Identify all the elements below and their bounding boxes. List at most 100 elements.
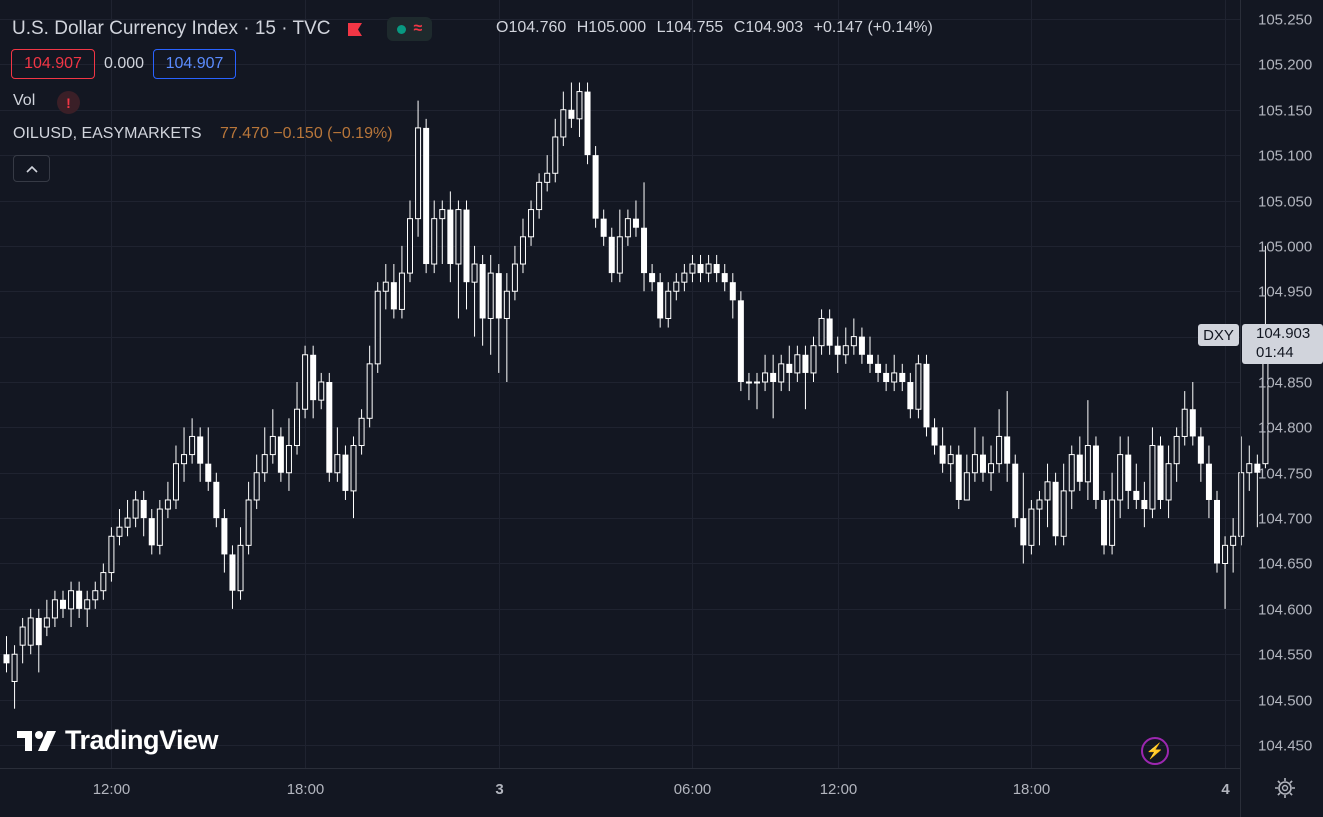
candle-body-down <box>979 454 986 473</box>
candle-body-down <box>447 209 454 265</box>
candle-body-up <box>116 526 123 537</box>
gear-icon[interactable] <box>1273 776 1297 800</box>
candle <box>1004 391 1011 482</box>
price-tick-label: 104.950 <box>1258 284 1312 301</box>
symbol-legend[interactable]: U.S. Dollar Currency Index · 15 · TVC ≈ <box>12 14 433 44</box>
candle-body-up <box>156 508 163 546</box>
candle <box>649 264 656 292</box>
candle <box>92 581 99 609</box>
lightning-icon[interactable]: ⚡ <box>1141 737 1169 765</box>
candle-body-up <box>253 472 260 501</box>
candle-body-down <box>955 454 962 500</box>
candle <box>374 282 381 373</box>
candle <box>35 608 42 673</box>
candle-layer <box>3 82 1269 709</box>
candle-body-up <box>842 345 849 356</box>
candle-body-down <box>1214 499 1220 564</box>
compare-symbol-legend[interactable]: OILUSD, EASYMARKETS 77.470 −0.150 (−0.19… <box>13 125 393 143</box>
symbol-title[interactable]: U.S. Dollar Currency Index · 15 · TVC <box>12 18 331 39</box>
candle <box>132 490 139 528</box>
candle-body-down <box>786 363 793 373</box>
candle <box>1222 536 1229 609</box>
candle <box>1173 427 1180 482</box>
candle <box>1254 454 1261 528</box>
candle-body-down <box>205 463 212 482</box>
candle <box>205 427 212 491</box>
candle-body-up <box>189 435 196 456</box>
candle-body-down <box>479 264 486 319</box>
candle-body-down <box>463 209 470 283</box>
collapse-legend-button[interactable] <box>13 155 50 182</box>
candle-body-down <box>1101 499 1108 546</box>
candle-body-down <box>1052 481 1059 537</box>
time-tick-label: 18:00 <box>1013 781 1051 798</box>
candle-body-down <box>59 599 66 609</box>
price-tick-label: 104.650 <box>1258 556 1312 573</box>
price-tick-label: 105.250 <box>1258 12 1312 29</box>
candle-body-down <box>802 354 809 373</box>
price-tick-label: 104.550 <box>1258 647 1312 664</box>
candle <box>988 445 995 491</box>
candle <box>1230 518 1237 573</box>
candle-body-down <box>770 372 777 382</box>
candle <box>971 427 978 482</box>
candle <box>931 418 938 455</box>
candle <box>1092 436 1099 510</box>
candle <box>19 617 26 664</box>
candle-body-up <box>947 454 954 465</box>
candle-body-down <box>584 91 591 156</box>
candle <box>842 327 849 364</box>
candle-body-down <box>899 372 906 382</box>
tradingview-logo[interactable]: TradingView <box>17 725 219 756</box>
candle-body-down <box>310 354 317 401</box>
market-status-pill[interactable]: ≈ <box>386 17 433 41</box>
candle-body-up <box>915 363 922 410</box>
candle <box>43 599 50 637</box>
price-tick-label: 105.150 <box>1258 103 1312 120</box>
candle <box>164 481 171 519</box>
candle <box>568 82 575 128</box>
candle <box>366 345 373 428</box>
candle <box>1060 463 1067 546</box>
candle-body-down <box>875 363 882 373</box>
tradingview-logo-text: TradingView <box>65 725 219 755</box>
candle <box>1020 472 1027 564</box>
candle <box>665 282 672 328</box>
sell-price-button[interactable]: 104.907 <box>11 49 95 79</box>
candle-body-up <box>1028 508 1035 546</box>
candle-body-up <box>996 435 1003 465</box>
volume-label[interactable]: Vol <box>13 92 36 109</box>
candle-body-down <box>1157 445 1164 500</box>
candle <box>616 209 623 283</box>
price-tick-label: 104.600 <box>1258 602 1312 619</box>
candle-body-down <box>495 273 502 319</box>
candle <box>181 427 188 482</box>
candle-body-up <box>431 218 438 265</box>
candle <box>140 490 147 537</box>
candle-body-down <box>657 282 664 319</box>
candle-body-up <box>487 272 494 319</box>
candle <box>27 608 34 655</box>
candle <box>794 345 801 382</box>
candle-body-up <box>11 653 18 682</box>
candle <box>818 309 825 355</box>
candle-body-up <box>1173 435 1180 465</box>
candle <box>471 245 478 337</box>
candle-body-up <box>439 209 446 220</box>
buy-price-button[interactable]: 104.907 <box>153 49 236 79</box>
candle <box>560 91 567 147</box>
candle <box>810 336 817 382</box>
price-tick-label: 104.700 <box>1258 511 1312 528</box>
candle <box>415 100 422 237</box>
candle-body-up <box>689 263 696 274</box>
candle-body-down <box>649 273 656 283</box>
candle-body-down <box>213 481 220 519</box>
candle <box>68 581 75 628</box>
warning-icon[interactable]: ! <box>57 91 80 114</box>
candle-body-up <box>1084 445 1091 483</box>
flag-icon[interactable] <box>347 22 363 37</box>
candle <box>802 345 809 410</box>
candle <box>1028 499 1035 555</box>
